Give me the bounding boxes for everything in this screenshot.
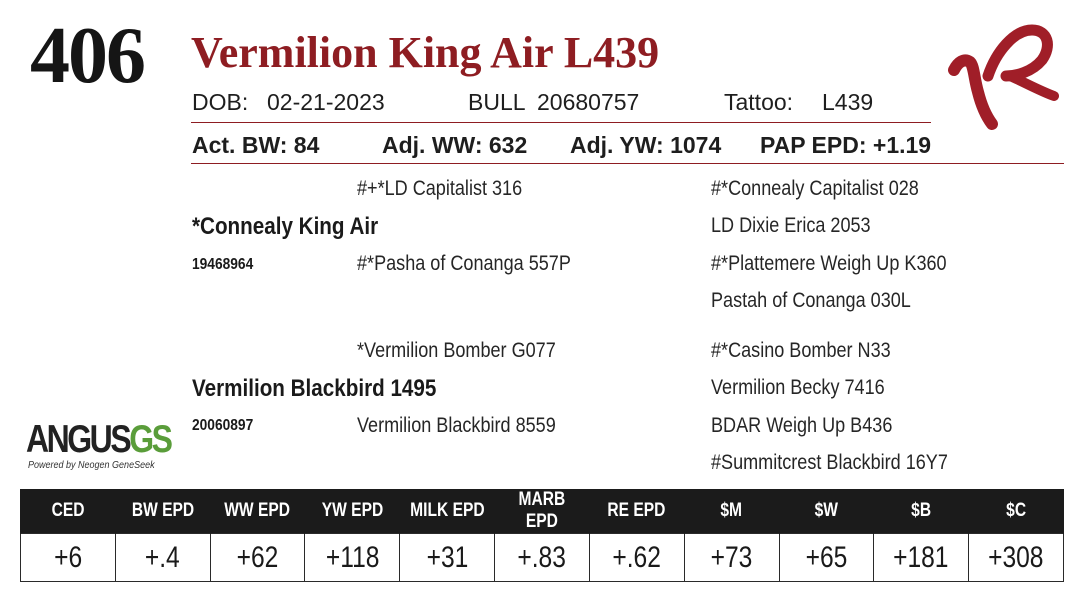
- angus-logo-word: ANGUS: [26, 418, 132, 461]
- dam-sire-dam: Vermilion Becky 7416: [711, 376, 885, 399]
- registration-number: 20680757: [537, 89, 640, 115]
- sire-sire-dam: LD Dixie Erica 2053: [711, 214, 871, 237]
- animal-name: Vermilion King Air L439: [191, 28, 660, 77]
- epd-value-row: +6 +.4 +62 +118 +31 +.83 +.62 +73 +65 +1…: [20, 533, 1064, 582]
- epd-header: MARB EPD: [494, 489, 590, 534]
- epd-value: +181: [873, 533, 970, 582]
- tattoo-label: Tattoo:: [724, 89, 794, 115]
- dob-value: 02-21-2023: [267, 89, 385, 115]
- epd-header: BW EPD: [114, 489, 211, 534]
- dob-label: DOB:: [192, 89, 249, 115]
- sire-dam: #*Pasha of Conanga 557P: [357, 252, 571, 275]
- epd-value: +.83: [494, 533, 590, 582]
- sire-sire-sire: #*Connealy Capitalist 028: [711, 177, 919, 200]
- angus-gs-logo: ANGUSGS Powered by Neogen GeneSeek: [26, 418, 176, 478]
- epd-value: +73: [683, 533, 780, 582]
- epd-value: +62: [209, 533, 306, 582]
- dam-sire-sire: #*Casino Bomber N33: [711, 339, 891, 362]
- dam-dam-dam: #Summitcrest Blackbird 16Y7: [711, 451, 948, 474]
- epd-header: $W: [778, 489, 875, 534]
- info-divider-1: [191, 122, 931, 123]
- epd-value: +118: [304, 533, 401, 582]
- epd-header: CED: [20, 489, 116, 534]
- epd-table: CED BW EPD WW EPD YW EPD MILK EPD MARB E…: [20, 489, 1064, 582]
- epd-value: +31: [399, 533, 496, 582]
- epd-value: +.4: [114, 533, 211, 582]
- dam-name: Vermilion Blackbird 1495: [192, 375, 437, 402]
- sex-label: BULL: [468, 89, 526, 115]
- angus-logo-gs: GS: [129, 418, 173, 461]
- sire-name: *Connealy King Air: [192, 213, 379, 240]
- epd-header: $C: [968, 489, 1064, 534]
- epd-value: +6: [20, 533, 116, 582]
- sire-registration: 19468964: [192, 256, 254, 273]
- sire-dam-sire: #*Plattemere Weigh Up K360: [711, 252, 947, 275]
- pap-epd: PAP EPD: +1.19: [760, 132, 932, 158]
- epd-value: +65: [778, 533, 875, 582]
- dam-dam: Vermilion Blackbird 8559: [357, 414, 556, 437]
- epd-header: YW EPD: [304, 489, 401, 534]
- lot-number: 406: [30, 12, 146, 100]
- epd-header: $B: [873, 489, 970, 534]
- actual-birth-weight: Act. BW: 84: [192, 132, 320, 158]
- dam-dam-sire: BDAR Weigh Up B436: [711, 414, 893, 437]
- angus-logo-tagline: Powered by Neogen GeneSeek: [28, 460, 155, 471]
- epd-header-row: CED BW EPD WW EPD YW EPD MILK EPD MARB E…: [20, 489, 1064, 534]
- adjusted-weaning-weight: Adj. WW: 632: [382, 132, 528, 158]
- epd-value: +.62: [588, 533, 685, 582]
- epd-header: RE EPD: [588, 489, 685, 534]
- epd-header: MILK EPD: [399, 489, 496, 534]
- adjusted-yearling-weight: Adj. YW: 1074: [570, 132, 722, 158]
- tattoo-value: L439: [822, 89, 874, 115]
- epd-header: WW EPD: [209, 489, 306, 534]
- info-divider-2: [191, 163, 1064, 164]
- epd-header: $M: [683, 489, 780, 534]
- sire-sire: #+*LD Capitalist 316: [357, 177, 523, 200]
- vermilion-brand-logo: [948, 24, 1059, 130]
- dam-registration: 20060897: [192, 417, 254, 434]
- dam-sire: *Vermilion Bomber G077: [357, 339, 556, 362]
- epd-value: +308: [968, 533, 1064, 582]
- sire-dam-dam: Pastah of Conanga 030L: [711, 289, 911, 312]
